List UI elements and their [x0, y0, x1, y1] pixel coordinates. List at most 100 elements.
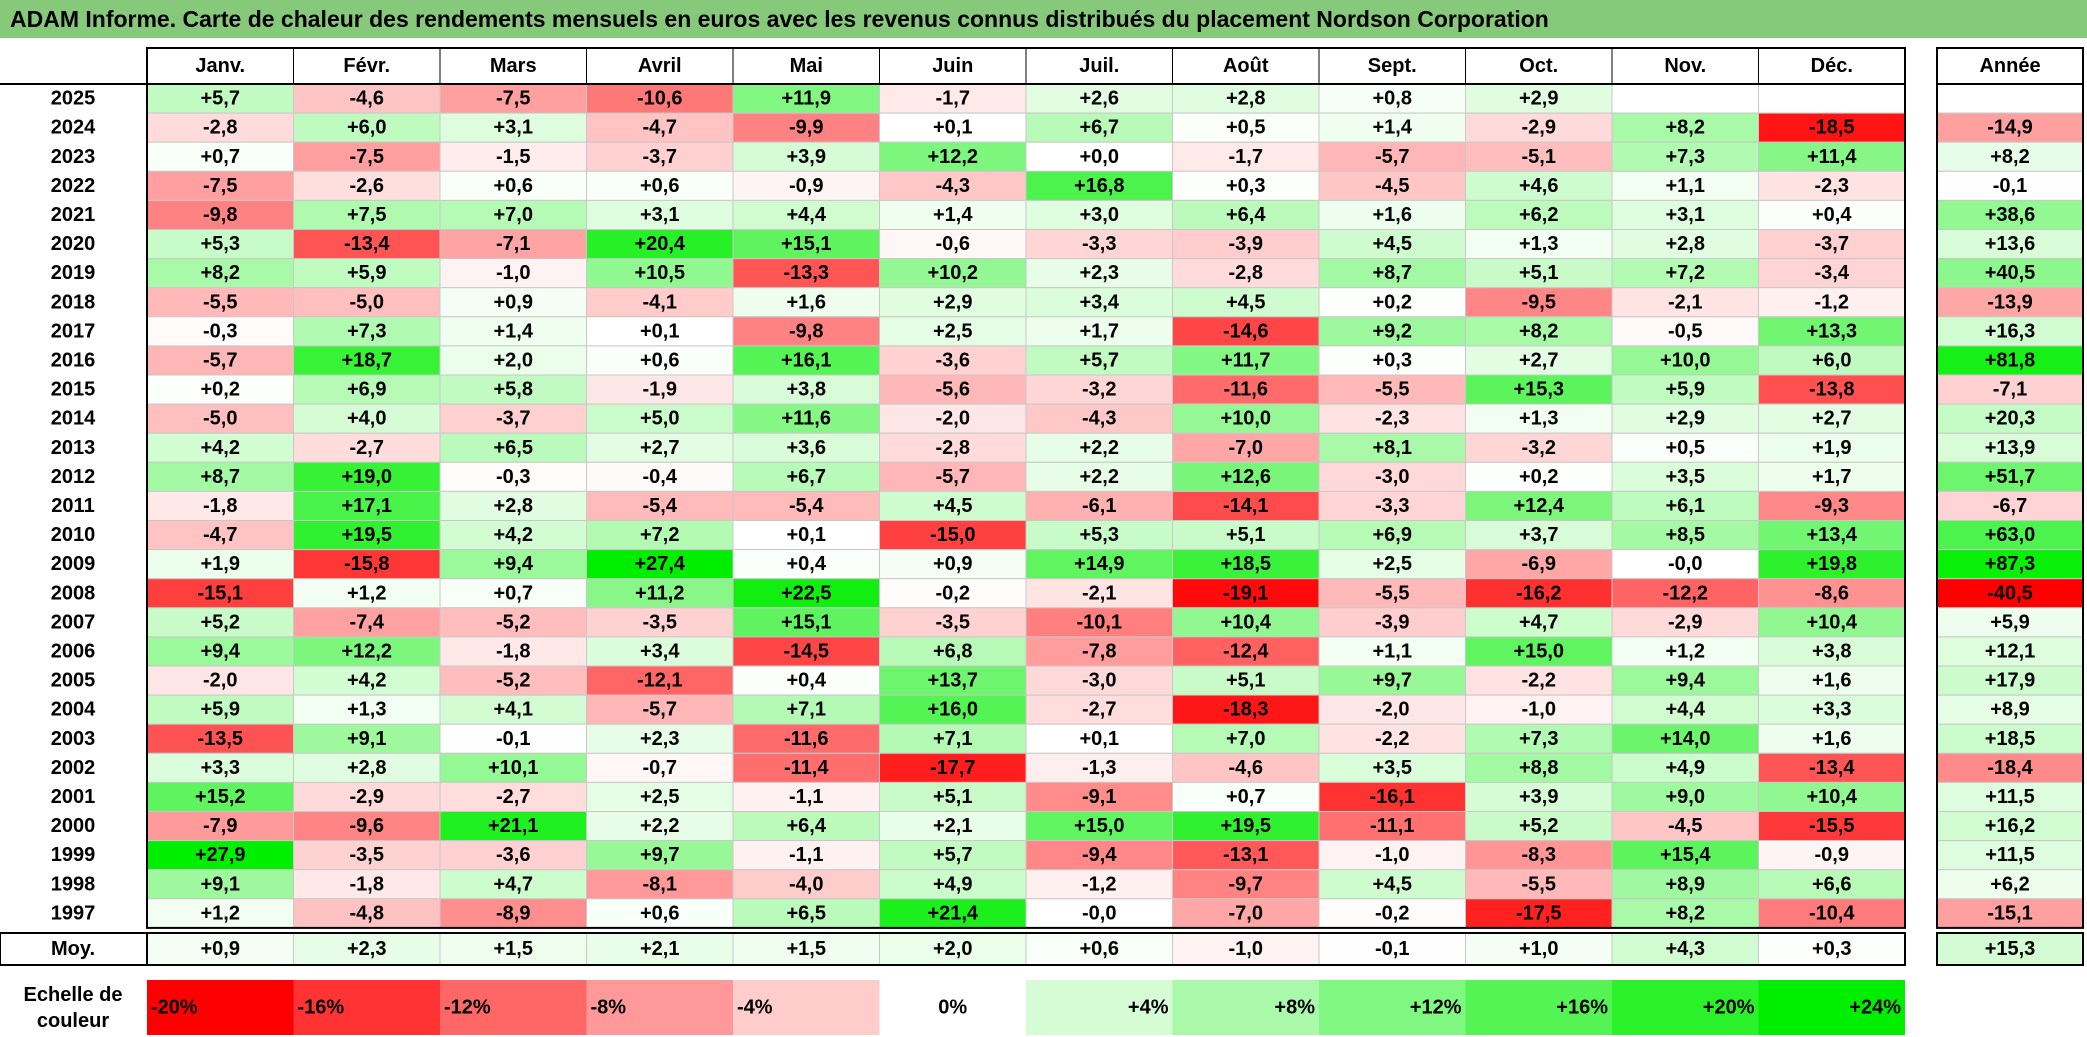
heatmap-value: +15,0 — [1513, 640, 1564, 662]
heatmap-value: +8,8 — [1519, 757, 1558, 779]
heatmap-value: -5,5 — [1522, 873, 1556, 895]
heatmap-value: +14,0 — [1660, 728, 1711, 750]
heatmap-value: -4,6 — [350, 88, 384, 110]
heatmap-value: -5,5 — [1375, 582, 1409, 604]
heatmap-value: +1,4 — [494, 320, 534, 342]
year-label: 1997 — [51, 902, 96, 924]
heatmap-value: +0,7 — [494, 582, 533, 604]
heatmap-value: +2,8 — [494, 495, 533, 517]
heatmap-value: -6,1 — [1082, 495, 1116, 517]
heatmap-value: -19,1 — [1223, 582, 1269, 604]
heatmap-value: -9,3 — [1815, 495, 1849, 517]
heatmap-value: +8,2 — [1519, 320, 1558, 342]
heatmap-value: -1,1 — [789, 786, 823, 808]
annual-value: +12,1 — [1985, 640, 2036, 662]
heatmap-value: -11,6 — [784, 728, 828, 750]
heatmap-value: -5,7 — [203, 349, 237, 371]
heatmap-value: -5,2 — [496, 670, 530, 692]
month-header-label: Mars — [490, 55, 537, 77]
scale-stop-label: +4% — [1128, 997, 1169, 1019]
heatmap-value: +12,2 — [341, 640, 392, 662]
heatmap-value: -1,1 — [789, 844, 823, 866]
average-value: +0,6 — [1080, 938, 1119, 960]
heatmap-value: +2,5 — [1373, 553, 1412, 575]
heatmap-value: +9,1 — [201, 873, 240, 895]
heatmap-value: +6,4 — [1226, 204, 1266, 226]
heatmap-value: -13,3 — [783, 262, 829, 284]
annual-value: -13,9 — [1987, 291, 2033, 313]
heatmap-value: -17,7 — [930, 757, 976, 779]
heatmap-value: +7,2 — [640, 524, 679, 546]
heatmap-value: -2,2 — [1375, 728, 1409, 750]
heatmap-value: -5,4 — [643, 495, 678, 517]
heatmap-value: +3,4 — [640, 640, 680, 662]
year-label: 2003 — [51, 728, 96, 750]
heatmap-cell — [1759, 84, 1906, 113]
heatmap-value: -13,1 — [1223, 844, 1269, 866]
heatmap-value: +16,1 — [781, 349, 832, 371]
heatmap-value: +10,4 — [1220, 611, 1271, 633]
heatmap-value: -11,4 — [784, 757, 829, 779]
year-label: 2020 — [51, 233, 96, 255]
heatmap-value: +9,0 — [1666, 786, 1705, 808]
average-value: -1,0 — [1229, 938, 1263, 960]
heatmap-value: +1,2 — [1666, 640, 1705, 662]
heatmap-value: +5,7 — [1080, 349, 1119, 371]
heatmap-value: +3,1 — [1666, 204, 1705, 226]
heatmap-value: +5,2 — [201, 611, 240, 633]
heatmap-value: +2,5 — [933, 320, 972, 342]
heatmap-value: +7,1 — [787, 699, 826, 721]
annual-value: +63,0 — [1985, 524, 2036, 546]
annual-value: +13,9 — [1985, 437, 2036, 459]
heatmap-value: +1,3 — [1519, 408, 1558, 430]
heatmap-value: +4,5 — [1226, 291, 1265, 313]
heatmap-value: +2,6 — [1080, 88, 1119, 110]
heatmap-value: +0,6 — [640, 902, 679, 924]
heatmap-value: -5,7 — [936, 466, 970, 488]
heatmap-value: +6,2 — [1519, 204, 1558, 226]
heatmap-value: -9,1 — [1082, 786, 1116, 808]
heatmap-value: +2,3 — [1080, 262, 1119, 284]
heatmap-value: +3,4 — [1080, 291, 1120, 313]
heatmap-value: +2,7 — [1812, 408, 1851, 430]
heatmap-value: +6,0 — [1812, 349, 1851, 371]
heatmap-value: +1,6 — [1812, 670, 1851, 692]
year-label: 2002 — [51, 757, 96, 779]
heatmap-value: +22,5 — [781, 582, 832, 604]
average-value: +2,0 — [933, 938, 972, 960]
heatmap-value: +3,1 — [640, 204, 679, 226]
heatmap-value: +0,9 — [494, 291, 533, 313]
heatmap-value: +2,9 — [1666, 408, 1705, 430]
heatmap-value: +2,2 — [640, 815, 679, 837]
heatmap-value: +8,7 — [201, 466, 240, 488]
annual-value: -40,5 — [1987, 582, 2033, 604]
heatmap-value: +6,4 — [787, 815, 827, 837]
heatmap-value: -9,8 — [203, 204, 237, 226]
heatmap-value: -4,3 — [1082, 408, 1116, 430]
annual-value: +11,5 — [1985, 786, 2035, 808]
year-label: 1998 — [51, 873, 96, 895]
heatmap-value: -0,0 — [1082, 902, 1116, 924]
heatmap-value: -9,5 — [1522, 291, 1556, 313]
annual-value: +13,6 — [1985, 233, 2036, 255]
heatmap-value: +1,2 — [201, 902, 240, 924]
heatmap-value: +3,5 — [1373, 757, 1412, 779]
year-label: 2018 — [51, 291, 96, 313]
scale-stop-label: -20% — [151, 997, 198, 1019]
average-value: +0,9 — [201, 938, 240, 960]
heatmap-value: +9,4 — [201, 640, 241, 662]
heatmap-value: +9,7 — [1373, 670, 1412, 692]
average-value: +1,0 — [1519, 938, 1558, 960]
heatmap-value: +27,9 — [195, 844, 246, 866]
scale-stop-label: +20% — [1703, 997, 1755, 1019]
year-label: 2025 — [51, 88, 96, 110]
heatmap-value: +3,0 — [1080, 204, 1119, 226]
heatmap-value: +1,3 — [1519, 233, 1558, 255]
heatmap-value: -2,8 — [1229, 262, 1263, 284]
heatmap-value: +2,1 — [933, 815, 972, 837]
heatmap-value: -5,1 — [1522, 146, 1556, 168]
heatmap-value: +0,2 — [1519, 466, 1558, 488]
heatmap-value: +1,6 — [1812, 728, 1851, 750]
heatmap-value: +4,4 — [787, 204, 827, 226]
heatmap-value: -1,0 — [496, 262, 530, 284]
